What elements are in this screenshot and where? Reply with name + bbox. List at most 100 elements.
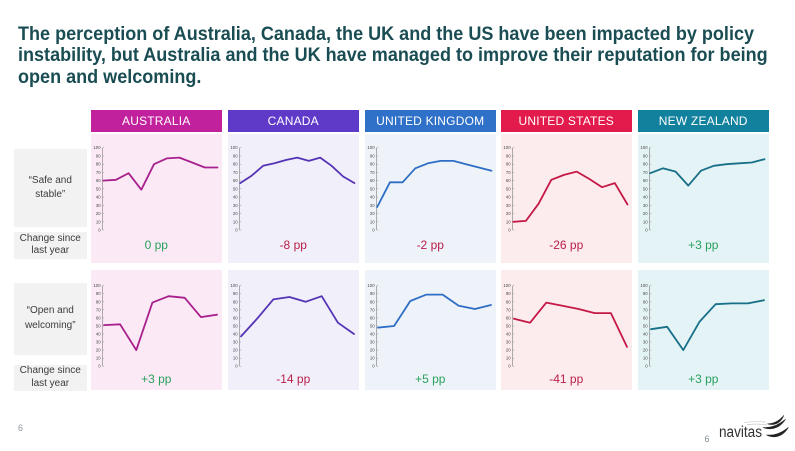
svg-text:10: 10: [643, 219, 648, 224]
svg-text:100: 100: [367, 283, 375, 288]
svg-text:100: 100: [230, 145, 238, 150]
svg-text:70: 70: [96, 307, 101, 312]
svg-text:50: 50: [643, 186, 648, 191]
svg-text:70: 70: [506, 170, 511, 175]
svg-text:40: 40: [96, 195, 101, 200]
svg-text:10: 10: [506, 219, 511, 224]
svg-text:20: 20: [233, 211, 238, 216]
svg-text:30: 30: [506, 339, 511, 344]
svg-text:20: 20: [370, 347, 375, 352]
svg-text:10: 10: [370, 219, 375, 224]
svg-text:30: 30: [233, 203, 238, 208]
svg-text:40: 40: [233, 331, 238, 336]
svg-text:50: 50: [643, 323, 648, 328]
svg-text:80: 80: [96, 299, 101, 304]
svg-text:80: 80: [643, 162, 648, 167]
svg-text:40: 40: [96, 331, 101, 336]
svg-text:90: 90: [506, 291, 511, 296]
svg-text:80: 80: [233, 299, 238, 304]
svg-text:0: 0: [98, 363, 101, 368]
svg-text:0: 0: [372, 363, 375, 368]
svg-text:40: 40: [233, 195, 238, 200]
svg-text:60: 60: [506, 178, 511, 183]
svg-text:20: 20: [96, 211, 101, 216]
svg-text:60: 60: [506, 315, 511, 320]
svg-text:80: 80: [506, 162, 511, 167]
svg-text:50: 50: [233, 186, 238, 191]
svg-text:70: 70: [370, 307, 375, 312]
svg-text:10: 10: [96, 219, 101, 224]
svg-text:30: 30: [370, 203, 375, 208]
svg-text:50: 50: [370, 323, 375, 328]
svg-text:40: 40: [643, 331, 648, 336]
svg-text:10: 10: [370, 355, 375, 360]
svg-text:30: 30: [643, 339, 648, 344]
svg-text:60: 60: [96, 315, 101, 320]
svg-text:100: 100: [503, 283, 511, 288]
svg-text:0: 0: [372, 228, 375, 233]
svg-text:0: 0: [235, 228, 238, 233]
svg-text:70: 70: [370, 170, 375, 175]
svg-text:60: 60: [643, 178, 648, 183]
svg-text:20: 20: [506, 211, 511, 216]
svg-text:80: 80: [643, 299, 648, 304]
svg-text:10: 10: [643, 355, 648, 360]
svg-text:0: 0: [235, 363, 238, 368]
svg-text:100: 100: [93, 283, 101, 288]
svg-text:100: 100: [640, 145, 648, 150]
svg-text:70: 70: [643, 170, 648, 175]
svg-text:90: 90: [643, 153, 648, 158]
svg-text:100: 100: [367, 145, 375, 150]
svg-text:80: 80: [96, 162, 101, 167]
svg-text:30: 30: [643, 203, 648, 208]
svg-text:30: 30: [506, 203, 511, 208]
svg-text:70: 70: [233, 307, 238, 312]
svg-text:20: 20: [506, 347, 511, 352]
svg-text:40: 40: [643, 195, 648, 200]
svg-text:10: 10: [233, 355, 238, 360]
svg-text:70: 70: [233, 170, 238, 175]
svg-text:50: 50: [96, 323, 101, 328]
svg-text:20: 20: [233, 347, 238, 352]
svg-text:0: 0: [508, 363, 511, 368]
svg-text:30: 30: [370, 339, 375, 344]
svg-text:100: 100: [503, 145, 511, 150]
svg-text:80: 80: [233, 162, 238, 167]
svg-text:0: 0: [645, 228, 648, 233]
svg-text:60: 60: [643, 315, 648, 320]
svg-text:50: 50: [96, 186, 101, 191]
svg-text:30: 30: [233, 339, 238, 344]
svg-text:60: 60: [233, 178, 238, 183]
svg-text:20: 20: [370, 211, 375, 216]
svg-text:10: 10: [96, 355, 101, 360]
svg-text:80: 80: [506, 299, 511, 304]
svg-text:10: 10: [506, 355, 511, 360]
svg-text:90: 90: [370, 291, 375, 296]
svg-text:40: 40: [506, 195, 511, 200]
svg-text:90: 90: [643, 291, 648, 296]
svg-text:40: 40: [506, 331, 511, 336]
svg-text:40: 40: [370, 195, 375, 200]
svg-text:90: 90: [370, 153, 375, 158]
svg-text:50: 50: [233, 323, 238, 328]
svg-text:80: 80: [370, 299, 375, 304]
svg-text:0: 0: [645, 363, 648, 368]
svg-text:30: 30: [96, 339, 101, 344]
svg-text:50: 50: [506, 186, 511, 191]
svg-text:60: 60: [370, 315, 375, 320]
svg-text:100: 100: [93, 145, 101, 150]
svg-text:navitas: navitas: [719, 424, 762, 441]
svg-text:90: 90: [506, 153, 511, 158]
svg-text:30: 30: [96, 203, 101, 208]
svg-text:60: 60: [233, 315, 238, 320]
svg-text:70: 70: [643, 307, 648, 312]
svg-text:90: 90: [96, 291, 101, 296]
svg-text:100: 100: [640, 283, 648, 288]
svg-text:0: 0: [98, 228, 101, 233]
svg-text:90: 90: [233, 291, 238, 296]
svg-text:10: 10: [233, 219, 238, 224]
svg-text:60: 60: [96, 178, 101, 183]
svg-text:60: 60: [370, 178, 375, 183]
svg-text:90: 90: [96, 153, 101, 158]
svg-text:50: 50: [506, 323, 511, 328]
